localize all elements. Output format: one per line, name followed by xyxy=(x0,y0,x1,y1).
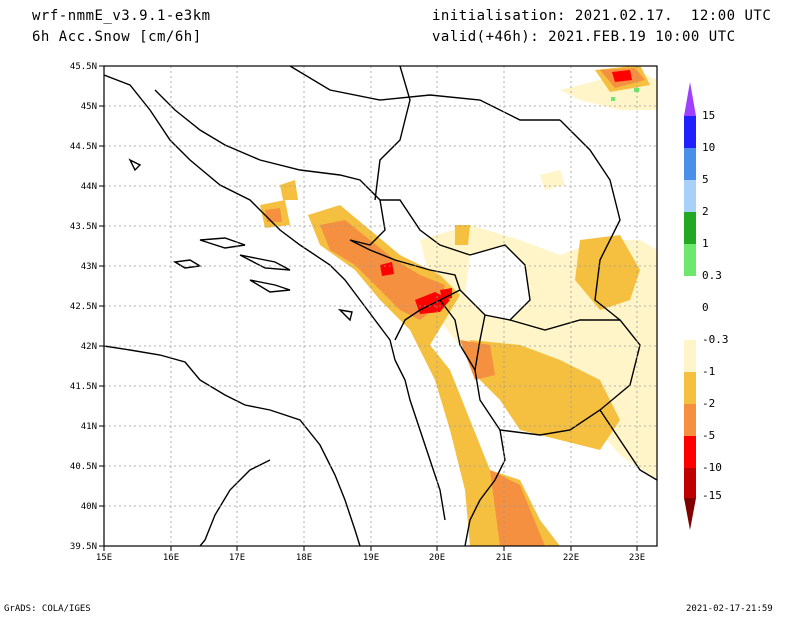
lon-label: 22E xyxy=(563,553,579,563)
timestamp-label: 2021-02-17-21:59 xyxy=(686,604,773,614)
colorbar-swatch xyxy=(684,404,696,436)
colorbar-label: 2 xyxy=(702,205,709,218)
lat-label: 43.5N xyxy=(70,222,97,232)
colorbar-label: -10 xyxy=(702,461,722,474)
field-title: 6h Acc.Snow [cm/6h] xyxy=(32,29,202,45)
tick-marks xyxy=(99,65,638,551)
colorbar-label: 0 xyxy=(702,301,709,314)
lat-labels: 45.5N 45N 44.5N 44N 43.5N 43N 42.5N 42N … xyxy=(70,62,97,552)
colorbar-label: -5 xyxy=(702,429,715,442)
lat-label: 45.5N xyxy=(70,62,97,72)
colorbar-swatch xyxy=(684,180,696,212)
colorbar-swatch xyxy=(684,244,696,276)
colorbar-swatch xyxy=(684,468,696,498)
init-time: initialisation: 2021.02.17. 12:00 UTC xyxy=(432,8,772,24)
lat-label: 42N xyxy=(81,342,97,352)
lon-label: 17E xyxy=(229,553,245,563)
snow-shading xyxy=(260,66,657,546)
colorbar-label: 5 xyxy=(702,173,709,186)
lon-label: 19E xyxy=(363,553,379,563)
lat-label: 41.5N xyxy=(70,382,97,392)
lon-label: 21E xyxy=(496,553,512,563)
colorbar-swatch xyxy=(684,436,696,468)
model-title: wrf-nmmE_v3.9.1-e3km xyxy=(32,8,211,24)
colorbar-label: -2 xyxy=(702,397,715,410)
lat-label: 43N xyxy=(81,262,97,272)
lat-label: 44N xyxy=(81,182,97,192)
colorbar-label: -0.3 xyxy=(702,333,729,346)
lon-label: 16E xyxy=(163,553,179,563)
grid-lines xyxy=(104,66,657,546)
colorbar-label: -15 xyxy=(702,489,722,502)
colorbar-label: -1 xyxy=(702,365,715,378)
colorbar-label: 1 xyxy=(702,237,709,250)
valid-time: valid(+46h): 2021.FEB.19 10:00 UTC xyxy=(432,29,736,45)
colorbar-top-arrow xyxy=(684,82,696,116)
lat-label: 45N xyxy=(81,102,97,112)
colorbar-swatch xyxy=(684,116,696,148)
colorbar-swatch xyxy=(684,276,696,340)
lon-label: 15E xyxy=(96,553,112,563)
colorbar-swatch xyxy=(684,340,696,372)
lon-label: 20E xyxy=(429,553,445,563)
coastlines-borders xyxy=(104,66,657,546)
lat-label: 42.5N xyxy=(70,302,97,312)
lat-label: 40.5N xyxy=(70,462,97,472)
colorbar-bottom-arrow xyxy=(684,498,696,530)
colorbar-label: 0.3 xyxy=(702,269,722,282)
lat-label: 44.5N xyxy=(70,142,97,152)
colorbar: 15 10 5 2 1 0.3 0 -0.3 -1 -2 -5 -10 -15 xyxy=(684,82,729,530)
colorbar-label: 10 xyxy=(702,141,715,154)
lon-label: 18E xyxy=(296,553,312,563)
lon-labels: 15E 16E 17E 18E 19E 20E 21E 22E 23E xyxy=(96,553,645,563)
lat-label: 41N xyxy=(81,422,97,432)
colorbar-swatch xyxy=(684,212,696,244)
credit-label: GrADS: COLA/IGES xyxy=(4,604,91,614)
colorbar-label: 15 xyxy=(702,109,715,122)
lon-label: 23E xyxy=(629,553,645,563)
lat-label: 39.5N xyxy=(70,542,97,552)
colorbar-swatch xyxy=(684,148,696,180)
lat-label: 40N xyxy=(81,502,97,512)
colorbar-swatch xyxy=(684,372,696,404)
